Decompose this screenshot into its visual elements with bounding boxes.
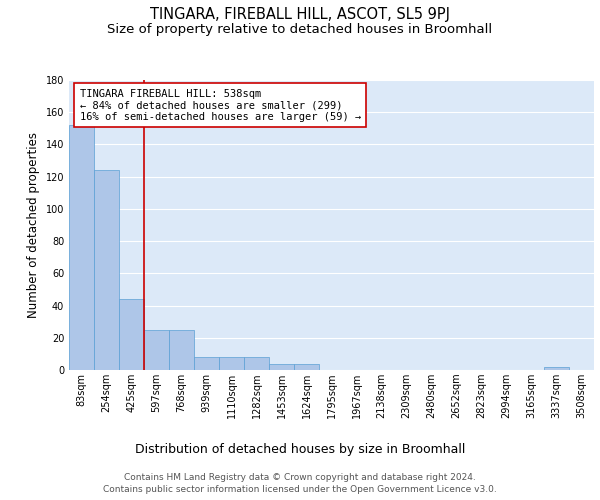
Bar	[219, 357, 244, 370]
Text: Size of property relative to detached houses in Broomhall: Size of property relative to detached ho…	[107, 22, 493, 36]
Bar	[94, 170, 119, 370]
Text: Contains HM Land Registry data © Crown copyright and database right 2024.: Contains HM Land Registry data © Crown c…	[124, 472, 476, 482]
Bar	[294, 364, 319, 370]
Bar	[119, 299, 144, 370]
Bar	[144, 330, 169, 370]
Bar	[269, 364, 294, 370]
Text: TINGARA FIREBALL HILL: 538sqm
← 84% of detached houses are smaller (299)
16% of : TINGARA FIREBALL HILL: 538sqm ← 84% of d…	[79, 88, 361, 122]
Text: TINGARA, FIREBALL HILL, ASCOT, SL5 9PJ: TINGARA, FIREBALL HILL, ASCOT, SL5 9PJ	[150, 8, 450, 22]
Bar	[194, 357, 219, 370]
Y-axis label: Number of detached properties: Number of detached properties	[27, 132, 40, 318]
Bar	[244, 357, 269, 370]
Bar	[169, 330, 194, 370]
Text: Contains public sector information licensed under the Open Government Licence v3: Contains public sector information licen…	[103, 485, 497, 494]
Text: Distribution of detached houses by size in Broomhall: Distribution of detached houses by size …	[135, 442, 465, 456]
Bar	[69, 125, 94, 370]
Bar	[544, 367, 569, 370]
